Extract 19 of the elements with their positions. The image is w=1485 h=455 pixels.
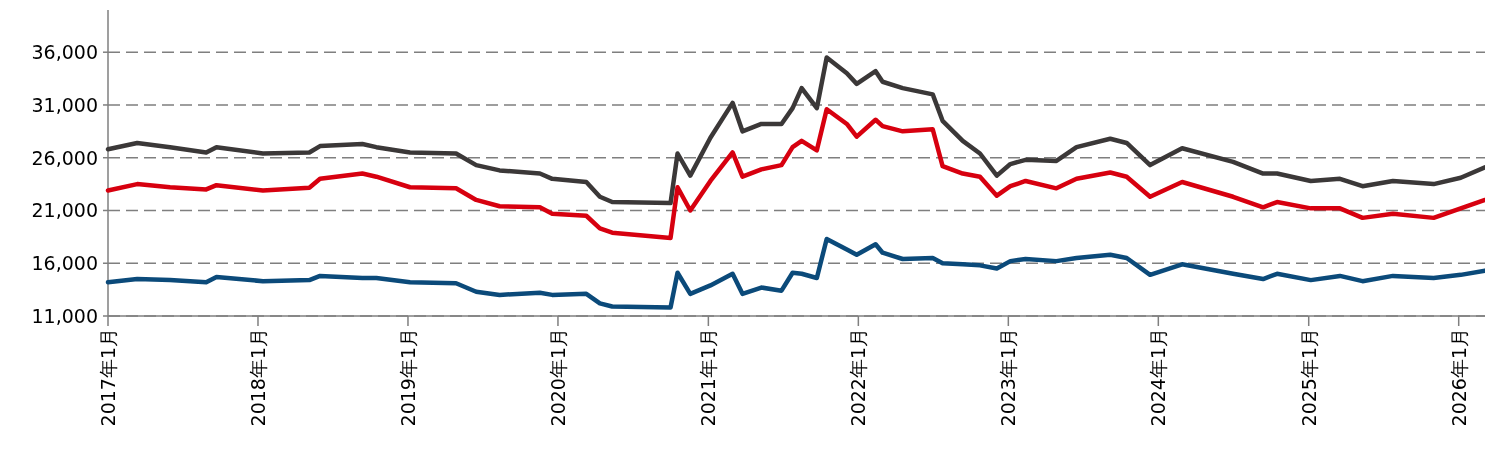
y-tick-label: 26,000 [31, 146, 98, 169]
y-tick-label: 16,000 [31, 252, 98, 275]
x-tick-label: 2017年1月 [97, 328, 119, 427]
x-tick-label: 2025年1月 [1297, 328, 1320, 427]
x-tick-label: 2024年1月 [1147, 328, 1170, 427]
x-tick-label: 2026年1月 [1447, 328, 1470, 427]
y-tick-label: 31,000 [31, 93, 98, 116]
line-series [105, 236, 1485, 310]
x-tick-label: 2021年1月 [697, 328, 720, 427]
x-tick-label: 2019年1月 [396, 328, 419, 427]
y-tick-label: 36,000 [31, 41, 98, 64]
x-tick-label: 2018年1月 [246, 328, 269, 427]
x-tick-label: 2020年1月 [546, 328, 569, 427]
y-tick-label: 21,000 [31, 199, 98, 222]
line-series [105, 106, 1485, 241]
x-tick-label: 2022年1月 [847, 328, 870, 427]
line-series [105, 55, 1485, 206]
x-tick-label: 2023年1月 [997, 328, 1020, 427]
y-tick-label: 11,000 [31, 305, 98, 327]
